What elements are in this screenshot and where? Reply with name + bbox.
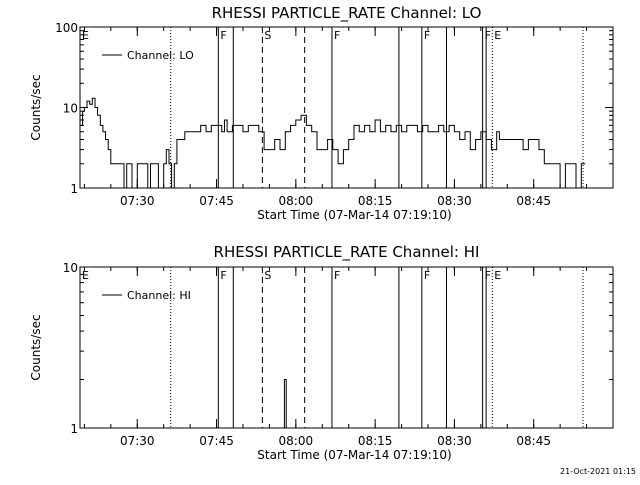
event-marker-label: S [264, 269, 271, 282]
event-marker-label: E [82, 269, 89, 282]
chart-title: RHESSI PARTICLE_RATE Channel: LO [212, 4, 482, 23]
y-tick-label: 100 [55, 21, 78, 35]
event-marker-label: F [334, 269, 340, 282]
event-marker-label: E [82, 29, 89, 42]
event-marker-label: F [424, 29, 430, 42]
event-marker-label: F [220, 29, 226, 42]
plot-frame [79, 266, 614, 429]
x-tick-label: 08:45 [516, 434, 551, 448]
series-line [281, 379, 291, 429]
x-tick-label: 08:15 [358, 194, 393, 208]
y-tick-label: 10 [63, 102, 78, 116]
x-tick-label: 08:30 [437, 434, 472, 448]
x-tick-label: 08:00 [279, 194, 314, 208]
x-tick-label: 07:30 [120, 434, 155, 448]
event-marker-label: F [334, 29, 340, 42]
legend-entry: Channel: HI [127, 289, 191, 302]
panel-lo: RHESSI PARTICLE_RATE Channel: LO 1 10 100 07… [29, 4, 614, 222]
event-marker-label: F [220, 269, 226, 282]
x-tick-label: 07:45 [199, 194, 234, 208]
panel-hi: RHESSI PARTICLE_RATE Channel: HI 1 10 07:30… [29, 243, 614, 462]
x-tick-label: 08:30 [437, 194, 472, 208]
event-marker-label: S [264, 29, 271, 42]
footer-timestamp: 21-Oct-2021 01:15 [560, 467, 636, 476]
x-tick-label: 08:45 [516, 194, 551, 208]
event-marker-label: F [424, 269, 430, 282]
x-tick-label: 08:15 [358, 434, 393, 448]
event-marker-label: E [494, 29, 501, 42]
y-tick-label: 1 [70, 182, 78, 196]
x-axis-label: Start Time (07-Mar-14 07:19:10) [257, 448, 451, 462]
y-axis-label: Counts/sec [29, 74, 43, 140]
x-tick-label: 07:30 [120, 194, 155, 208]
y-tick-label: 10 [63, 261, 78, 275]
y-tick-label: 1 [70, 422, 78, 436]
chart-title: RHESSI PARTICLE_RATE Channel: HI [214, 243, 480, 262]
x-axis-label: Start Time (07-Mar-14 07:19:10) [257, 208, 451, 222]
x-tick-label: 08:00 [279, 434, 314, 448]
y-axis-label: Counts/sec [29, 314, 43, 380]
event-marker-label: F [485, 269, 491, 282]
event-marker-label: F [485, 29, 491, 42]
series-line [80, 97, 586, 189]
x-tick-label: 07:45 [199, 434, 234, 448]
event-marker-label: E [494, 269, 501, 282]
legend-entry: Channel: LO [127, 49, 194, 62]
